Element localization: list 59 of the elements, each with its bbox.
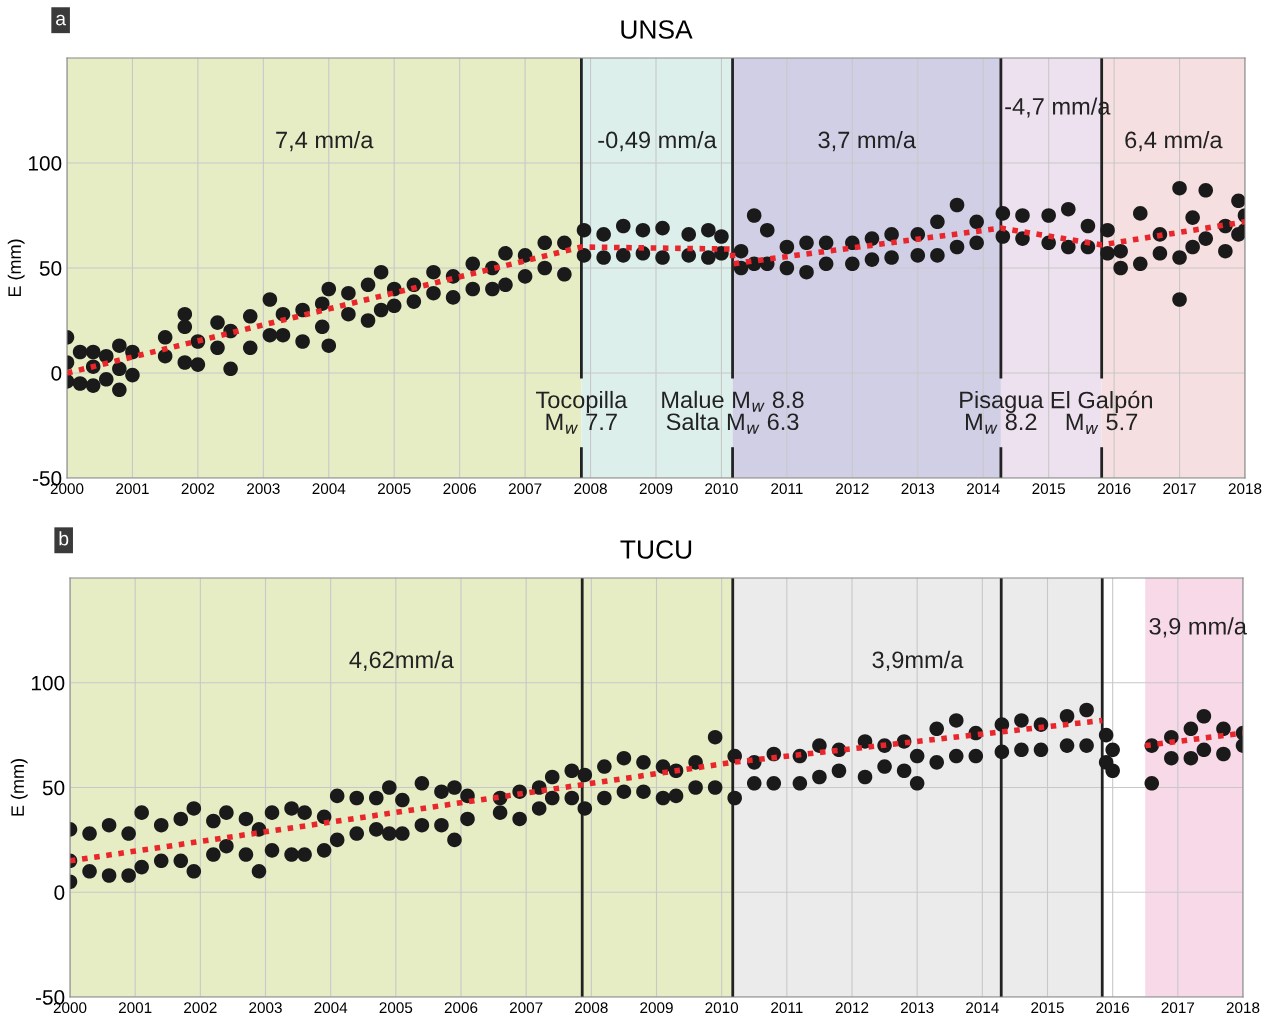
ref-line-label: El Galpón M$_{w}$ 5.7 (1051, 390, 1152, 434)
x-tick-label: 2018 (1228, 483, 1262, 495)
x-tick-label: 2009 (639, 483, 673, 495)
text: a (56, 14, 67, 26)
ref-line-label: Tocopilla M$_{w}$ 7.7 (536, 390, 628, 434)
x-tick-label: 2008 (575, 1002, 608, 1014)
band-label: 3,7 mm/a (818, 131, 916, 152)
x-tick-label: 2015 (1032, 483, 1066, 495)
x-tick-label: 2001 (116, 483, 149, 495)
x-tick-label: 2014 (966, 1002, 999, 1014)
x-tick-label: 2016 (1097, 483, 1131, 495)
chart-title: TUCU (620, 540, 692, 559)
x-tick-label: 2006 (443, 483, 476, 495)
y-tick-label: 100 (31, 675, 65, 691)
x-tick-label: 2007 (509, 1002, 543, 1014)
x-tick-label: 2013 (900, 1002, 934, 1014)
band-label: -0,49 mm/a (598, 131, 717, 152)
x-tick-label: 2017 (1163, 483, 1196, 495)
x-tick-label: 2012 (836, 483, 869, 495)
x-tick-label: 2008 (574, 483, 607, 495)
x-tick-label: 2006 (444, 1002, 478, 1014)
x-tick-label: 2002 (181, 483, 215, 495)
x-tick-label: 2014 (967, 483, 1000, 495)
x-tick-label: 2013 (901, 483, 935, 495)
x-tick-label: 2011 (771, 1002, 803, 1014)
x-tick-label: 2004 (312, 483, 346, 495)
x-tick-label: 2002 (184, 1002, 217, 1014)
band-label: 3,9 mm/a (1149, 617, 1247, 638)
chart-title: UNSA (621, 20, 693, 39)
x-tick-label: 2018 (1226, 1002, 1260, 1014)
y-tick-label: 0 (51, 366, 62, 381)
x-tick-label: 2003 (249, 1002, 282, 1014)
text: Malue M$_{w}$ 8.8 Salta M$_{w}$ 6.3 (662, 390, 804, 434)
y-axis-title: E (mm) (10, 759, 28, 816)
x-tick-label: 2010 (705, 1002, 739, 1014)
x-tick-label: 2011 (771, 483, 803, 495)
x-tick-label: 2009 (640, 1002, 673, 1014)
ref-line-label: Pisagua M$_{w}$ 8.2 (960, 390, 1044, 434)
x-tick-label: 2012 (835, 1002, 869, 1014)
band-label: 3,9mm/a (872, 650, 964, 671)
x-tick-label: 2016 (1096, 1002, 1129, 1014)
x-tick-label: 2005 (378, 483, 411, 495)
x-tick-label: 2003 (247, 483, 280, 495)
y-tick-label: 50 (39, 261, 62, 276)
band-label: 6,4 mm/a (1125, 131, 1223, 152)
band-label: 4,62mm/a (349, 650, 454, 671)
text: b (59, 531, 69, 546)
y-tick-label: 50 (42, 780, 65, 796)
x-tick-label: 2010 (705, 483, 738, 495)
x-tick-label: 2015 (1031, 1002, 1064, 1014)
x-tick-label: 2004 (314, 1002, 348, 1014)
x-tick-label: 2005 (379, 1002, 413, 1014)
x-tick-label: 2007 (508, 483, 542, 495)
y-axis-title: E (mm) (7, 239, 25, 297)
y-tick-label: 100 (28, 156, 62, 171)
x-tick-label: 2017 (1161, 1002, 1195, 1014)
y-tick-label: 0 (54, 885, 65, 900)
x-tick-label: 2001 (118, 1002, 152, 1014)
band-label: 7,4 mm/a (276, 131, 374, 152)
